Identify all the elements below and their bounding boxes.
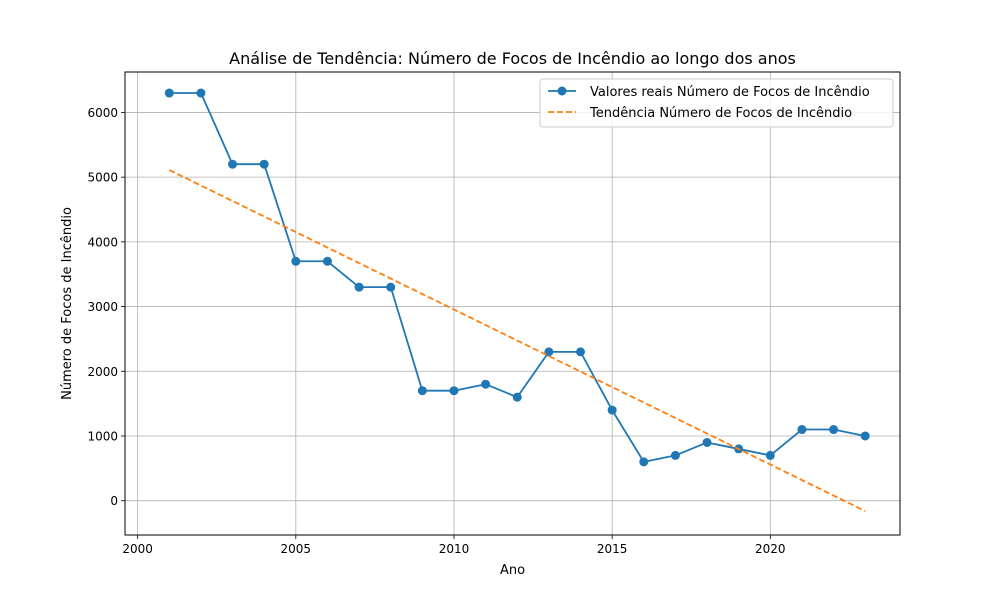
legend: Valores reais Número de Focos de Incêndi… (539, 78, 894, 128)
data-point (449, 386, 459, 396)
data-point (386, 282, 396, 292)
legend-label-actual: Valores reais Número de Focos de Incêndi… (590, 85, 870, 100)
data-point (291, 256, 301, 266)
data-point (607, 405, 617, 415)
chart-title: Análise de Tendência: Número de Focos de… (229, 49, 796, 68)
x-tick-label: 2020 (755, 542, 786, 556)
data-point (322, 256, 332, 266)
y-axis-label: Número de Focos de Incêndio (60, 207, 75, 400)
legend-label-trend: Tendência Número de Focos de Incêndio (589, 106, 852, 121)
y-tick-label: 5000 (87, 171, 118, 185)
data-point (639, 457, 649, 467)
x-tick-label: 2010 (439, 542, 470, 556)
y-tick-label: 1000 (87, 429, 118, 443)
x-tick-label: 2000 (122, 542, 153, 556)
y-tick-label: 3000 (87, 300, 118, 314)
data-point (576, 347, 586, 357)
data-point (228, 159, 238, 169)
data-point (481, 379, 491, 389)
y-tick-label: 0 (110, 494, 118, 508)
data-point (765, 450, 775, 460)
y-tick-label: 4000 (87, 235, 118, 249)
plot-series (164, 88, 870, 512)
data-point (797, 425, 807, 435)
x-axis-label: Ano (500, 563, 525, 578)
y-tick-label: 6000 (87, 106, 118, 120)
legend-marker-actual (557, 86, 567, 96)
trend-line (168, 169, 866, 512)
data-point (702, 437, 712, 447)
data-point (259, 159, 269, 169)
data-point (829, 425, 839, 435)
x-tick-label: 2015 (597, 542, 628, 556)
data-point (860, 431, 870, 441)
data-point (196, 88, 206, 98)
grid-lines (125, 72, 900, 535)
legend-box (539, 78, 894, 128)
data-point (417, 386, 427, 396)
y-tick-label: 2000 (87, 365, 118, 379)
data-point (512, 392, 522, 402)
data-point (354, 282, 364, 292)
data-point (164, 88, 174, 98)
x-tick-label: 2005 (281, 542, 312, 556)
data-point (670, 450, 680, 460)
axis-ticks: 2000 2005 2010 2015 2020 0 1000 2000 3000 4000 500… (87, 106, 785, 556)
plot-frame (124, 71, 901, 536)
